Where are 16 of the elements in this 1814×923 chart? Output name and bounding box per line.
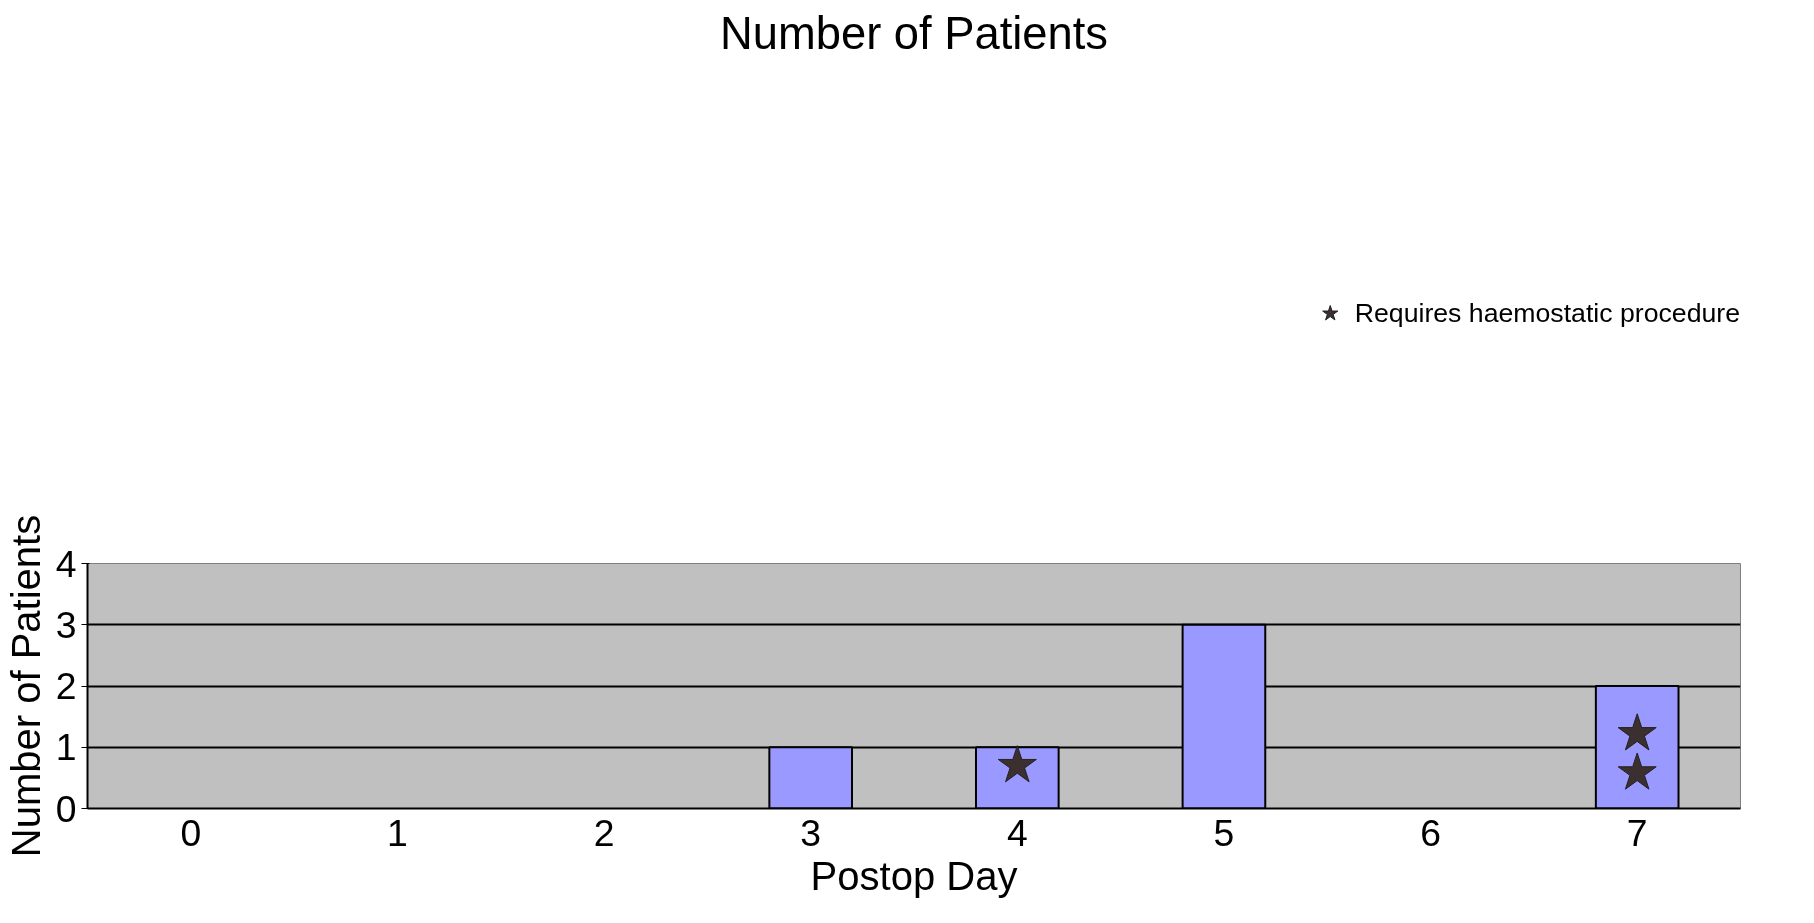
x-tick-label: 2: [593, 811, 615, 854]
y-tick-label: 4: [55, 542, 77, 585]
x-axis-title: Postop Day: [810, 853, 1018, 898]
legend-label: Requires haemostatic procedure: [1354, 297, 1740, 329]
y-axis-title: Number of Patients: [3, 514, 48, 858]
x-tick-label: 6: [1420, 811, 1441, 854]
x-tick-label: 5: [1213, 811, 1235, 854]
x-tick-label: 0: [180, 811, 202, 854]
x-tick-label: 4: [1006, 811, 1028, 854]
y-tick-label: 1: [55, 726, 77, 769]
x-tick-label: 3: [800, 811, 822, 854]
y-tick-label: 2: [55, 665, 77, 707]
y-tick-label: 3: [55, 603, 77, 646]
x-tick-label: 1: [387, 811, 408, 854]
x-tick-label: 7: [1626, 811, 1648, 854]
chart-title: Number of Patients: [720, 7, 1109, 59]
